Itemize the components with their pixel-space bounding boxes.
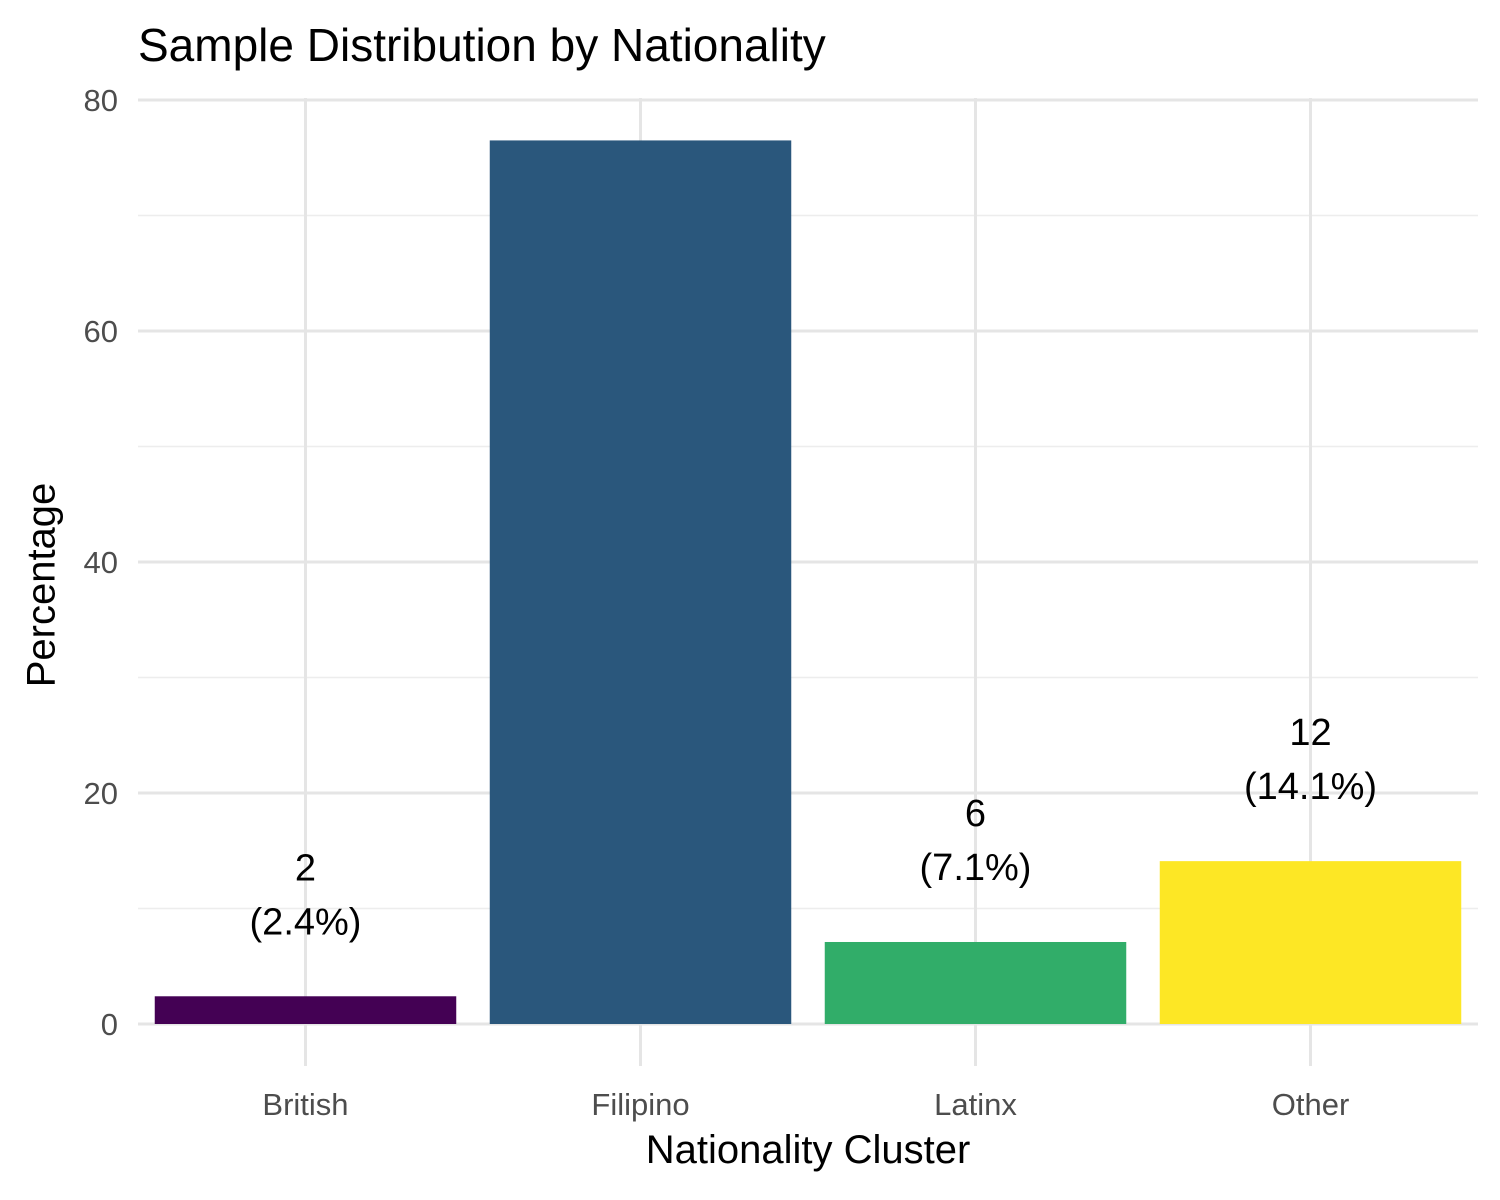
x-tick-label: British xyxy=(262,1087,348,1122)
y-tick-label: 80 xyxy=(84,83,118,118)
data-label-percent: (7.1%) xyxy=(920,847,1032,889)
bar-british xyxy=(154,996,457,1024)
y-tick-label: 60 xyxy=(84,314,118,349)
data-label-count: 2 xyxy=(295,847,316,889)
bar-other xyxy=(1159,861,1462,1024)
chart-title: Sample Distribution by Nationality xyxy=(138,19,826,71)
y-axis-title: Percentage xyxy=(19,482,64,688)
bar-filipino xyxy=(489,140,792,1025)
bar-latinx xyxy=(824,941,1127,1024)
x-tick-label: Latinx xyxy=(934,1087,1017,1122)
data-label-percent: (14.1%) xyxy=(1244,766,1377,808)
axis-tick-layer: 0 20 40 60 80 British Filipino Latinx Other xyxy=(84,83,1350,1122)
x-tick-label: Other xyxy=(1272,1087,1350,1122)
x-axis-title: Nationality Cluster xyxy=(645,1128,971,1172)
bar-layer xyxy=(154,140,1462,1025)
data-label-layer: 2 (2.4%) 6 (7.1%) 12 (14.1%) xyxy=(250,712,1377,943)
data-label-percent: (2.4%) xyxy=(250,901,362,943)
y-tick-label: 0 xyxy=(101,1007,118,1042)
y-tick-label: 40 xyxy=(84,545,118,580)
data-label-count: 12 xyxy=(1289,712,1331,754)
y-tick-label: 20 xyxy=(84,776,118,811)
data-label-count: 6 xyxy=(965,793,986,835)
x-tick-label: Filipino xyxy=(591,1087,689,1122)
